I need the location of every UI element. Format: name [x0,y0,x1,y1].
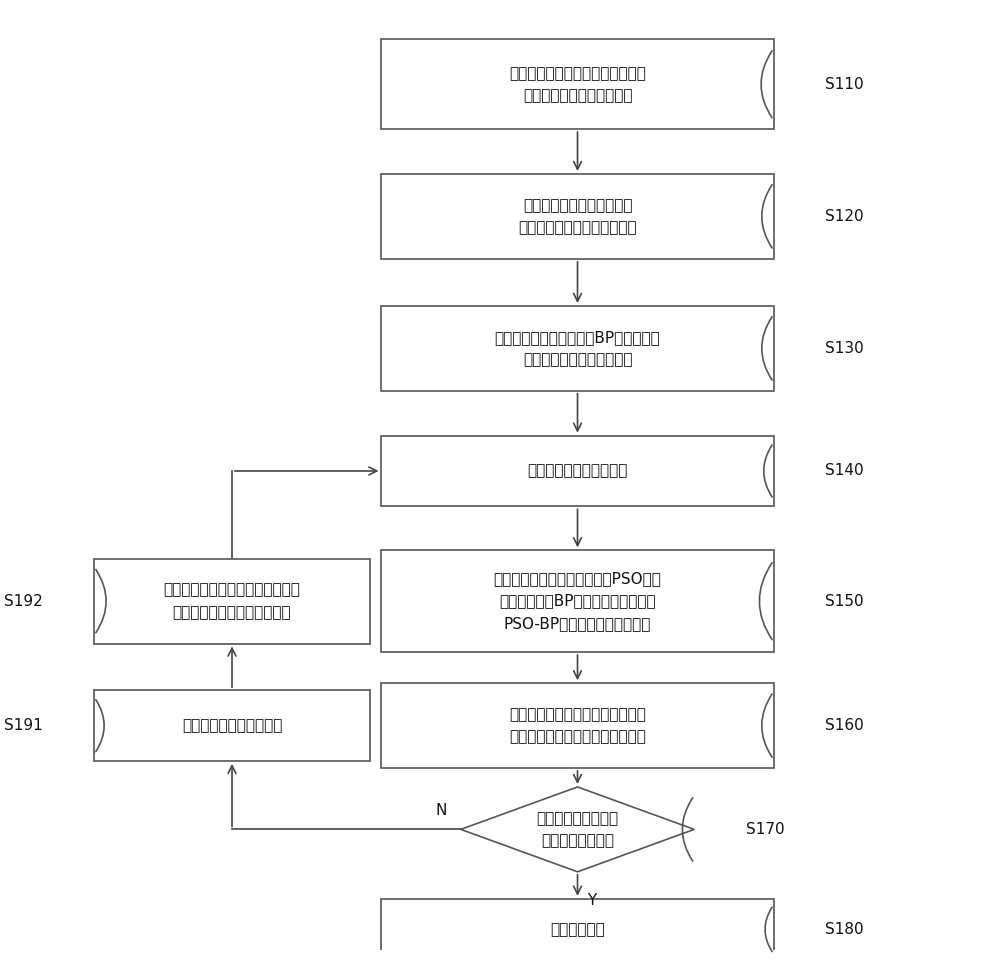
Text: S160: S160 [825,718,864,733]
Text: N: N [435,804,447,818]
Text: 将测试样本作为错误样本: 将测试样本作为错误样本 [182,718,282,733]
Text: Y: Y [587,893,596,907]
Text: 根据特征向量，建立基于BP神经网络的
电能质量录波数据的分类器: 根据特征向量，建立基于BP神经网络的 电能质量录波数据的分类器 [495,330,660,367]
Text: 获取电能质量录波数据，并在数据
中筛选训练数据和测试数据: 获取电能质量录波数据，并在数据 中筛选训练数据和测试数据 [509,65,646,103]
Text: S150: S150 [825,593,864,609]
Text: S140: S140 [825,464,864,478]
Text: S130: S130 [825,341,864,356]
Text: 建立训练样本和测试样本: 建立训练样本和测试样本 [527,464,628,478]
Text: 输出测试分类: 输出测试分类 [550,922,605,937]
FancyBboxPatch shape [381,684,774,768]
Polygon shape [461,787,694,872]
Text: 将测试特征向量输入优化分类器，
并接收优化分类器输出的测试分类: 将测试特征向量输入优化分类器， 并接收优化分类器输出的测试分类 [509,707,646,744]
FancyBboxPatch shape [381,306,774,391]
Text: S110: S110 [825,77,864,92]
Text: 将错误样本并入训练样本、并作为
训练样本集中的一个训练样本: 将错误样本并入训练样本、并作为 训练样本集中的一个训练样本 [164,583,300,620]
FancyBboxPatch shape [381,174,774,259]
Text: S180: S180 [825,922,864,937]
Text: 将训练样本输入分类器，采用PSO算法
优化分类器的BP神经网络，得到基于
PSO-BP神经网络的优化分类器: 将训练样本输入分类器，采用PSO算法 优化分类器的BP神经网络，得到基于 PSO… [494,571,661,631]
FancyBboxPatch shape [381,550,774,652]
Text: S120: S120 [825,209,864,224]
FancyBboxPatch shape [94,559,370,643]
Text: S192: S192 [4,593,43,609]
FancyBboxPatch shape [381,436,774,506]
Text: 将数据变换成模时频矩阵，
并提取模时频矩阵的特征向量: 将数据变换成模时频矩阵， 并提取模时频矩阵的特征向量 [518,198,637,235]
Text: S170: S170 [746,822,784,837]
FancyBboxPatch shape [381,899,774,960]
Text: S191: S191 [4,718,43,733]
FancyBboxPatch shape [94,690,370,761]
Text: 判断测试分类与期望
测试分类是否一致: 判断测试分类与期望 测试分类是否一致 [536,811,619,848]
FancyBboxPatch shape [381,39,774,129]
